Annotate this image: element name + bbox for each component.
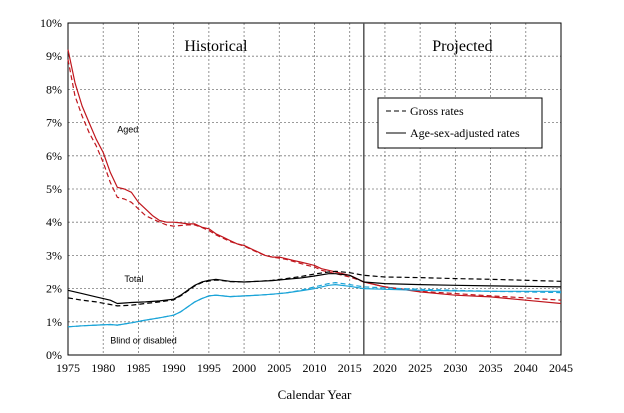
legend-box	[377, 97, 543, 149]
series-layer	[67, 49, 562, 328]
y-tick-label: 10%	[40, 16, 62, 30]
legend-label-adjusted: Age-sex-adjusted rates	[410, 126, 520, 140]
x-tick-label: 2025	[408, 361, 432, 375]
y-tick-label: 6%	[46, 149, 62, 163]
x-tick-label: 1985	[126, 361, 150, 375]
x-tick-label: 2020	[373, 361, 397, 375]
annotation-total: Total	[124, 274, 143, 284]
series-annotations: Aged Total Blind or disabled	[110, 125, 177, 346]
series-line-total-gross-rates	[67, 270, 562, 307]
x-axis-title: Calendar Year	[278, 387, 352, 402]
x-tick-label: 2010	[303, 361, 327, 375]
y-tick-label: 9%	[46, 49, 62, 63]
legend-label-gross: Gross rates	[410, 104, 464, 118]
x-tick-label: 2005	[267, 361, 291, 375]
series-line-blind-or-disabled-gross-rates	[67, 282, 562, 328]
y-tick-label: 8%	[46, 82, 62, 96]
y-tick-label: 5%	[46, 182, 62, 196]
x-tick-label: 1990	[162, 361, 186, 375]
x-tick-label: 1980	[91, 361, 115, 375]
x-tick-label: 2040	[514, 361, 538, 375]
x-tick-label: 1975	[56, 361, 80, 375]
x-tick-label: 2000	[232, 361, 256, 375]
annotation-aged: Aged	[117, 125, 138, 135]
y-tick-label: 3%	[46, 248, 62, 262]
series-line-aged-gross-rates	[67, 59, 562, 301]
section-label-projected: Projected	[432, 38, 492, 55]
x-tick-label: 2035	[479, 361, 503, 375]
x-tick-label: 2030	[443, 361, 467, 375]
annotation-blind-or-disabled: Blind or disabled	[110, 335, 177, 345]
grid	[68, 23, 561, 355]
section-label-historical: Historical	[184, 38, 248, 55]
y-tick-label: 0%	[46, 348, 62, 362]
y-tick-labels: 0% 1% 2% 3% 4% 5% 6% 7% 8% 9% 10%	[40, 16, 62, 362]
legend: Gross rates Age-sex-adjusted rates	[377, 97, 543, 149]
y-tick-label: 2%	[46, 282, 62, 296]
x-tick-label: 2045	[549, 361, 573, 375]
x-tick-labels: 1975 1980 1985 1990 1995 2000 2005 2010 2015 2020…	[56, 361, 573, 375]
y-tick-label: 4%	[46, 215, 62, 229]
x-tick-label: 1995	[197, 361, 221, 375]
y-tick-label: 7%	[46, 116, 62, 130]
plot-frame	[67, 22, 562, 356]
x-tick-label: 2015	[338, 361, 362, 375]
y-tick-label: 1%	[46, 315, 62, 329]
